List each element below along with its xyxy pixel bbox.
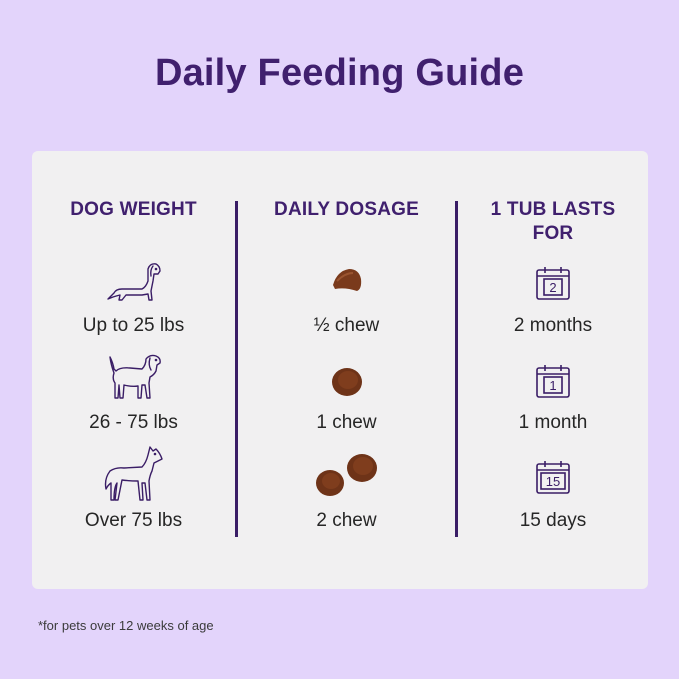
calendar-number: 1 bbox=[549, 378, 556, 393]
calendar-number: 15 bbox=[546, 474, 560, 489]
weight-large-label: Over 75 lbs bbox=[84, 510, 183, 531]
dosage-one-label: 1 chew bbox=[316, 412, 377, 433]
calendar-number: 2 bbox=[549, 280, 556, 295]
half-chew-icon bbox=[327, 265, 367, 295]
page-title: Daily Feeding Guide bbox=[154, 52, 525, 94]
calendar-icon: 15 bbox=[535, 459, 571, 495]
dosage-two-label: 2 chew bbox=[316, 510, 377, 531]
two-chews-icon bbox=[314, 451, 380, 499]
great-dane-icon bbox=[102, 443, 166, 503]
duration-one-month-label: 1 month bbox=[518, 412, 588, 433]
column-divider bbox=[455, 201, 458, 537]
tub-duration-column: 1 TUB LASTS FOR 2 2 months 1 1 month bbox=[458, 151, 648, 589]
calendar-icon: 1 bbox=[535, 363, 571, 399]
dosage-half-label: ½ chew bbox=[313, 315, 380, 336]
weight-small-label: Up to 25 lbs bbox=[82, 315, 185, 336]
duration-two-months-label: 2 months bbox=[513, 315, 593, 336]
calendar-icon: 2 bbox=[535, 265, 571, 301]
dog-weight-header: DOG WEIGHT bbox=[70, 199, 197, 220]
duration-fifteen-days-label: 15 days bbox=[519, 510, 587, 531]
dog-weight-column: DOG WEIGHT Up to 25 lbs 26 - 75 lbs Over bbox=[32, 151, 235, 589]
daily-dosage-column: DAILY DOSAGE ½ chew 1 chew 2 chew bbox=[238, 151, 455, 589]
one-chew-icon bbox=[329, 365, 365, 399]
weight-medium-label: 26 - 75 lbs bbox=[89, 412, 178, 433]
dachshund-icon bbox=[106, 259, 162, 305]
feeding-guide-card: DOG WEIGHT Up to 25 lbs 26 - 75 lbs Over bbox=[32, 151, 648, 589]
footnote: *for pets over 12 weeks of age bbox=[38, 618, 214, 633]
beagle-icon bbox=[104, 353, 164, 401]
daily-dosage-header: DAILY DOSAGE bbox=[274, 199, 419, 220]
column-divider bbox=[235, 201, 238, 537]
tub-duration-header: 1 TUB LASTS FOR bbox=[490, 199, 616, 244]
